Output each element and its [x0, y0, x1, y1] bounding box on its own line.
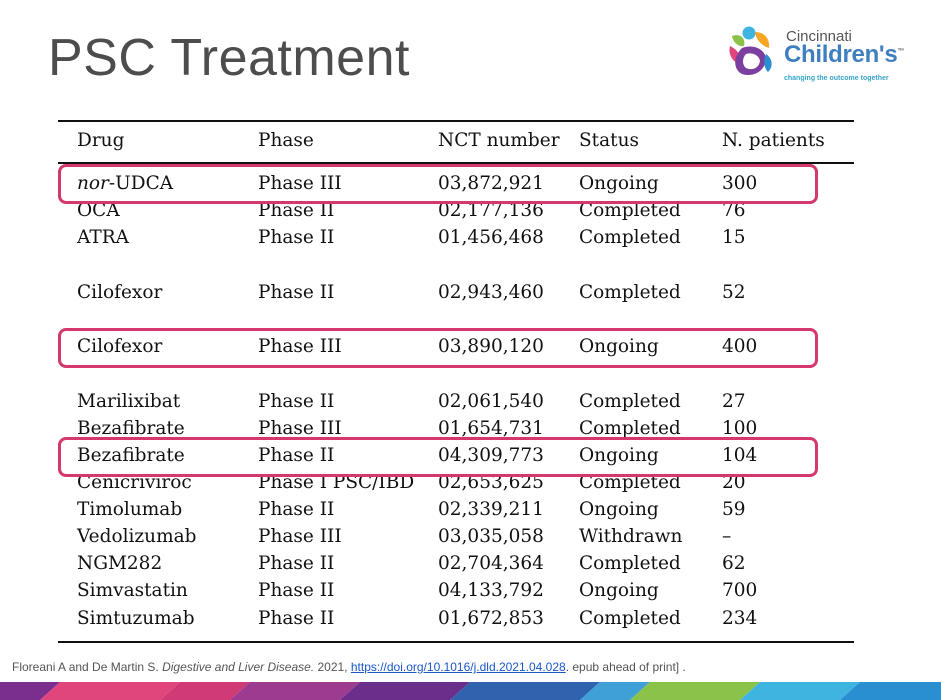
trademark-symbol: ™ — [897, 48, 905, 55]
cell-phase: Phase II — [258, 227, 335, 248]
highlight-box-nor-udca — [58, 164, 818, 204]
table-header-rule — [58, 162, 854, 164]
cell-nct-number: 04,133,792 — [438, 580, 544, 601]
cell-n-patients: 76 — [722, 200, 746, 221]
cell-nct-number: 03,872,921 — [438, 173, 544, 194]
cell-n-patients: 20 — [722, 472, 746, 493]
cell-phase: Phase II — [258, 608, 335, 629]
highlight-box-cilofexor-phase-iii — [58, 328, 818, 368]
cell-nct-number: 02,177,136 — [438, 200, 544, 221]
cell-nct-number: 03,035,058 — [438, 526, 544, 547]
cell-drug: Cilofexor — [77, 282, 163, 303]
cell-phase: Phase III — [258, 418, 342, 439]
table-bottom-rule — [58, 641, 854, 643]
highlight-box-bezafibrate-phase-ii — [58, 437, 818, 477]
cell-n-patients: 62 — [722, 553, 746, 574]
cell-drug: Bezafibrate — [77, 445, 185, 466]
cell-status: Ongoing — [579, 336, 659, 357]
logo-line-2: Children's™ — [784, 41, 904, 69]
cell-drug: Cilofexor — [77, 336, 163, 357]
cell-drug: Marilixibat — [77, 391, 181, 412]
header-status: Status — [579, 130, 639, 151]
citation-journal: Digestive and Liver Disease. — [162, 660, 315, 674]
cincinnati-childrens-logo: Cincinnati Children's™ changing the outc… — [722, 24, 912, 86]
cell-phase: Phase III — [258, 526, 342, 547]
footer-color-band — [0, 682, 941, 700]
logo-tagline: changing the outcome together — [784, 75, 889, 82]
cell-status: Completed — [579, 608, 681, 629]
cell-n-patients: 27 — [722, 391, 746, 412]
cell-nct-number: 01,456,468 — [438, 227, 544, 248]
cell-drug: Cenicriviroc — [77, 472, 192, 493]
cell-status: Ongoing — [579, 173, 659, 194]
citation-authors: Floreani A and De Martin S. — [12, 660, 163, 674]
logo-name: Children's — [784, 41, 898, 68]
drug-prefix: nor — [77, 173, 109, 194]
cell-status: Completed — [579, 227, 681, 248]
citation: Floreani A and De Martin S. Digestive an… — [12, 660, 686, 674]
cell-status: Withdrawn — [579, 526, 683, 547]
cell-n-patients: 15 — [722, 227, 746, 248]
cell-status: Ongoing — [579, 445, 659, 466]
header-nct-number: NCT number — [438, 130, 560, 151]
cell-phase: Phase III — [258, 173, 342, 194]
cell-phase: Phase II — [258, 499, 335, 520]
logo-mark-icon — [729, 26, 772, 76]
slide-title: PSC Treatment — [48, 29, 410, 87]
cell-drug: Vedolizumab — [77, 526, 197, 547]
header-phase: Phase — [258, 130, 314, 151]
table-top-rule — [58, 120, 854, 122]
cell-status: Completed — [579, 391, 681, 412]
cell-nct-number: 02,339,211 — [438, 499, 544, 520]
cell-n-patients: 100 — [722, 418, 758, 439]
cell-n-patients: 700 — [722, 580, 758, 601]
citation-year: 2021, — [314, 660, 351, 674]
drug-name: -UDCA — [108, 173, 174, 194]
logo-line-1: Cincinnati — [786, 28, 852, 45]
cell-phase: Phase II — [258, 200, 335, 221]
doi-link[interactable]: https://doi.org/10.1016/j.dld.2021.04.02… — [350, 660, 566, 674]
cell-drug: NGM282 — [77, 553, 163, 574]
cell-phase: Phase II — [258, 553, 335, 574]
cell-status: Ongoing — [579, 580, 659, 601]
cell-n-patients: 400 — [722, 336, 758, 357]
cell-phase: Phase I PSC/IBD — [258, 472, 415, 493]
header-drug: Drug — [77, 130, 125, 151]
cell-nct-number: 02,704,364 — [438, 553, 544, 574]
cell-nct-number: 03,890,120 — [438, 336, 544, 357]
cell-status: Ongoing — [579, 499, 659, 520]
cell-n-patients: 234 — [722, 608, 758, 629]
cell-nct-number: 04,309,773 — [438, 445, 544, 466]
header-n-patients: N. patients — [722, 130, 825, 151]
cell-phase: Phase II — [258, 445, 335, 466]
cell-drug: nor-UDCA — [77, 173, 173, 195]
cell-n-patients: 300 — [722, 173, 758, 194]
cell-status: Completed — [579, 282, 681, 303]
cell-phase: Phase III — [258, 336, 342, 357]
cell-nct-number: 02,061,540 — [438, 391, 544, 412]
cell-drug: Bezafibrate — [77, 418, 185, 439]
cell-status: Completed — [579, 472, 681, 493]
cell-drug: Simvastatin — [77, 580, 188, 601]
cell-n-patients: – — [722, 526, 732, 547]
cell-n-patients: 104 — [722, 445, 758, 466]
citation-tail: . epub ahead of print] . — [565, 660, 686, 674]
cell-nct-number: 02,943,460 — [438, 282, 544, 303]
cell-nct-number: 02,653,625 — [438, 472, 544, 493]
cell-n-patients: 59 — [722, 499, 746, 520]
cell-drug: ATRA — [77, 227, 129, 248]
cell-phase: Phase II — [258, 391, 335, 412]
cell-phase: Phase II — [258, 580, 335, 601]
cell-status: Completed — [579, 418, 681, 439]
cell-nct-number: 01,654,731 — [438, 418, 544, 439]
cell-n-patients: 52 — [722, 282, 746, 303]
cell-nct-number: 01,672,853 — [438, 608, 544, 629]
cell-drug: Timolumab — [77, 499, 183, 520]
cell-drug: OCA — [77, 200, 120, 221]
cell-drug: Simtuzumab — [77, 608, 195, 629]
cell-phase: Phase II — [258, 282, 335, 303]
cell-status: Completed — [579, 200, 681, 221]
cell-status: Completed — [579, 553, 681, 574]
